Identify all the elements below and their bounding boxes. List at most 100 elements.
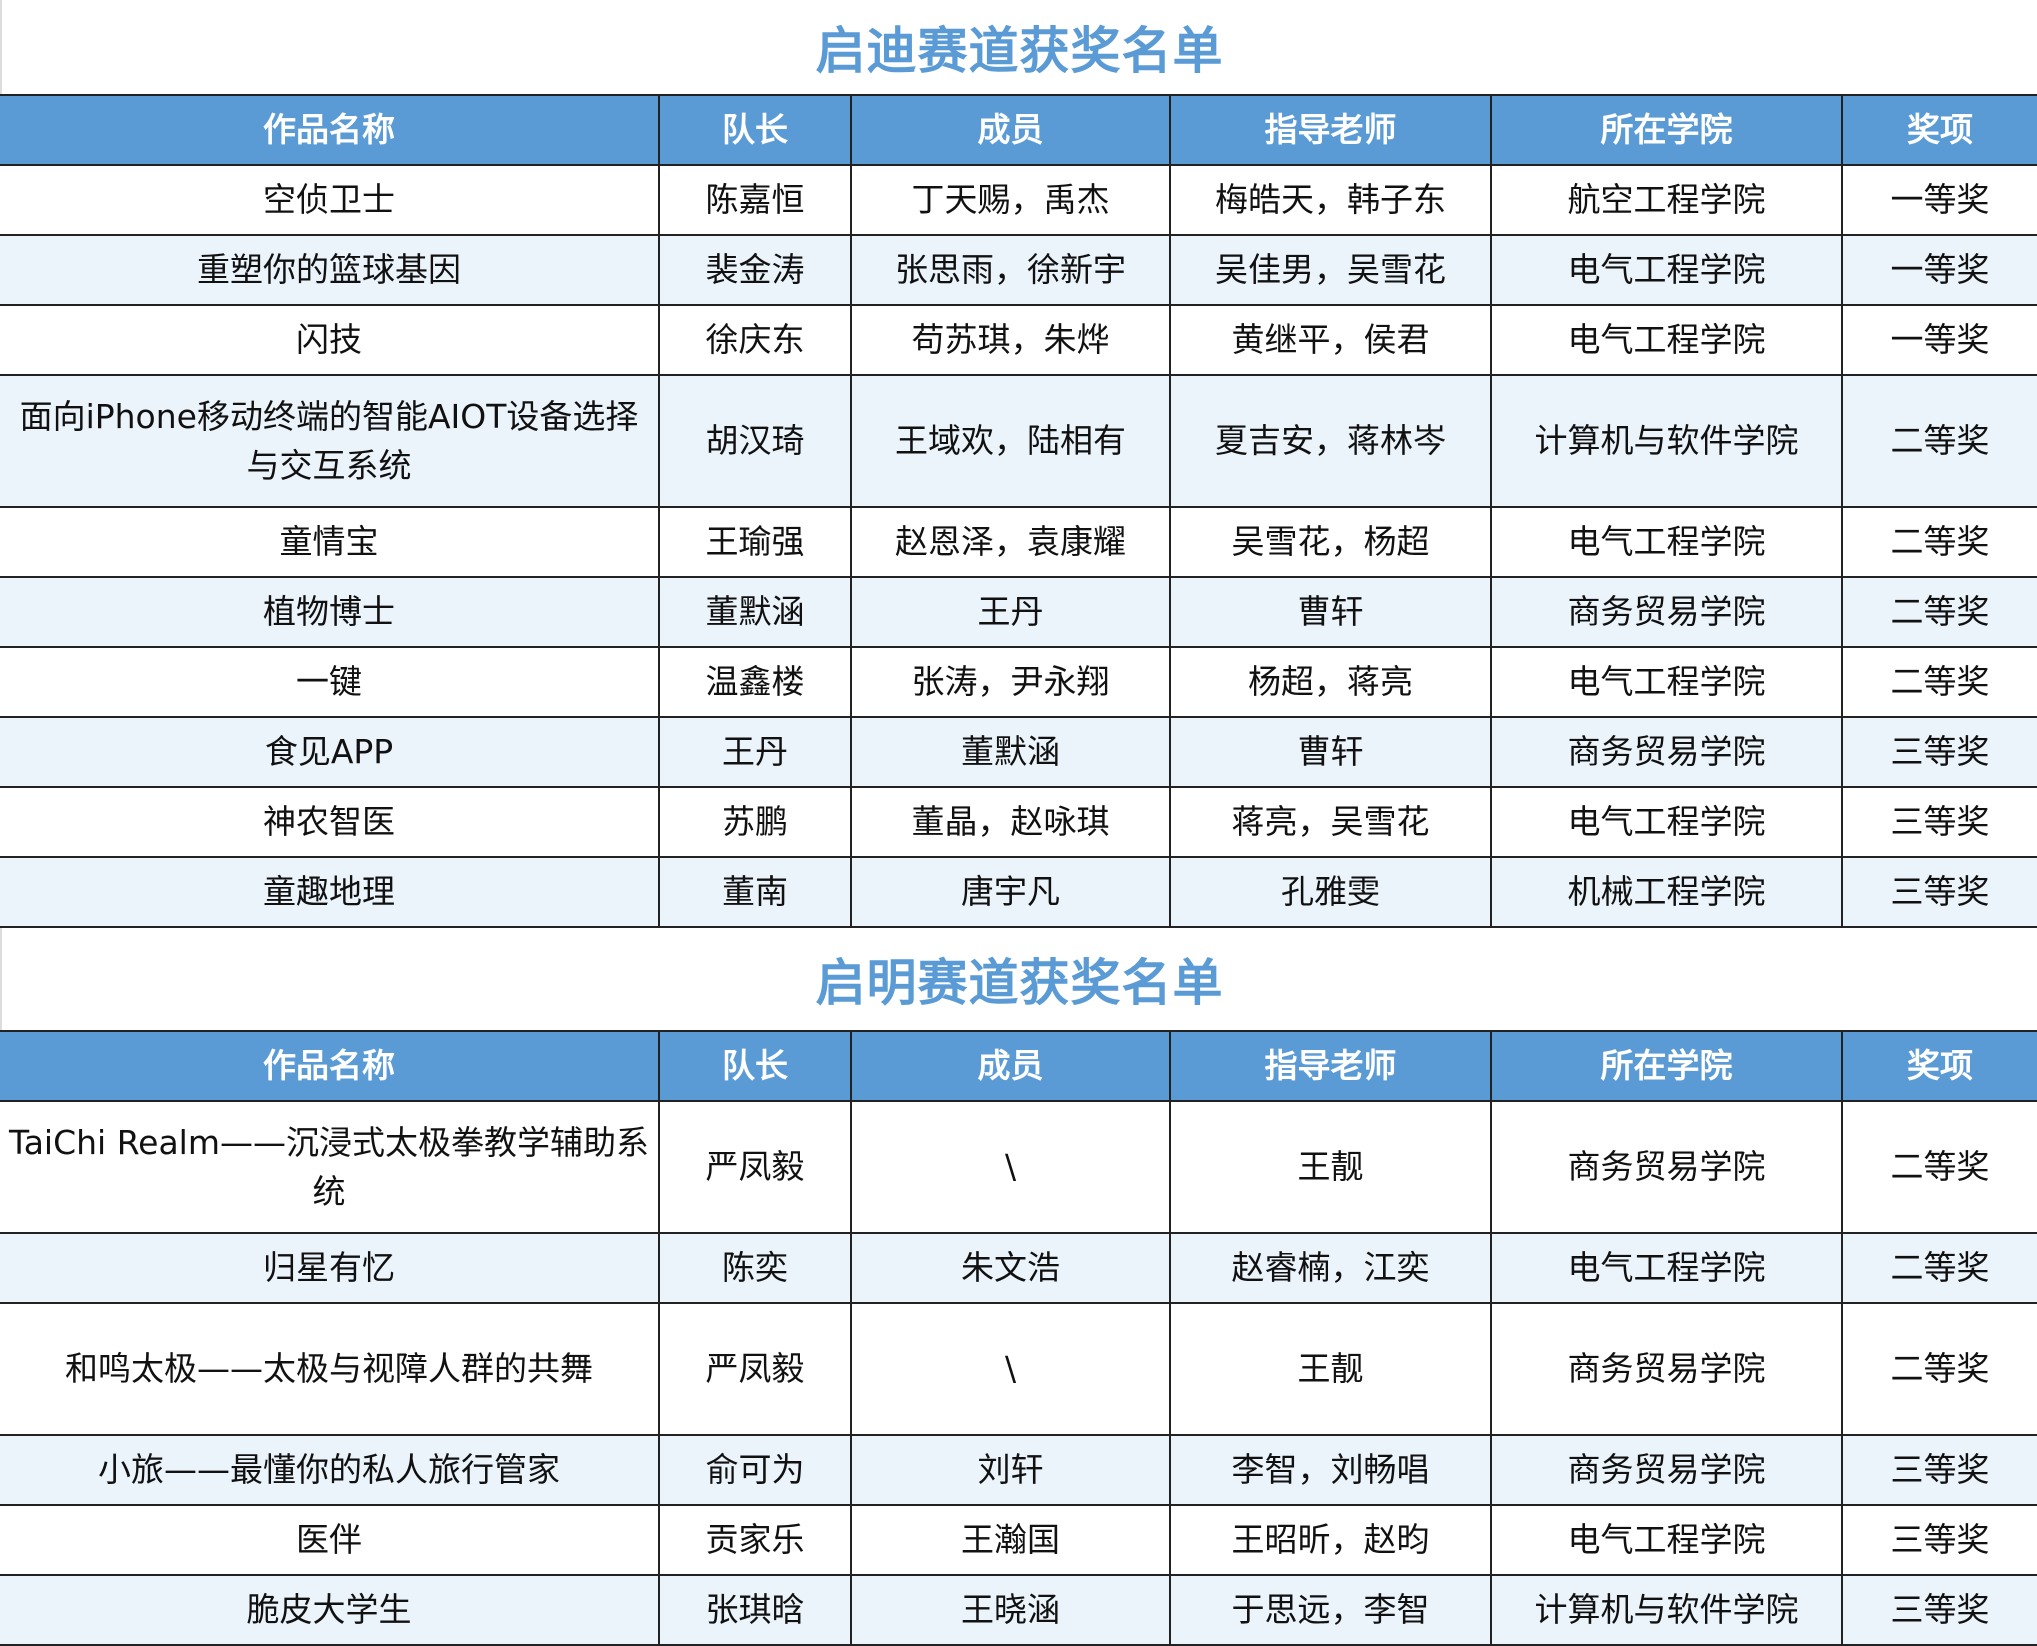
cell-captain: 俞可为	[658, 1434, 852, 1506]
cell-captain: 王丹	[658, 716, 852, 788]
cell-advisor: 吴佳男，吴雪花	[1169, 234, 1492, 306]
cell-members: 唐宇凡	[850, 856, 1171, 928]
table-row: 医伴 贡家乐 王瀚国 王昭昕，赵昀 电气工程学院 三等奖	[0, 1504, 2037, 1576]
cell-advisor: 蒋亮，吴雪花	[1169, 786, 1492, 858]
table-row: 一键 温鑫楼 张涛，尹永翔 杨超，蒋亮 电气工程学院 二等奖	[0, 646, 2037, 718]
cell-project-name: 面向iPhone移动终端的智能AIOT设备选择与交互系统	[0, 374, 660, 508]
cell-project-name: 脆皮大学生	[0, 1574, 660, 1646]
cell-captain: 贡家乐	[658, 1504, 852, 1576]
cell-college: 电气工程学院	[1490, 1232, 1843, 1304]
cell-project-name: 一键	[0, 646, 660, 718]
column-header-college: 所在学院	[1490, 94, 1843, 166]
cell-advisor: 孔雅雯	[1169, 856, 1492, 928]
table-row: 脆皮大学生 张琪晗 王晓涵 于思远，李智 计算机与软件学院 三等奖	[0, 1574, 2037, 1646]
table-row: 神农智医 苏鹏 董晶，赵咏琪 蒋亮，吴雪花 电气工程学院 三等奖	[0, 786, 2037, 858]
cell-members: 丁天赐，禹杰	[850, 164, 1171, 236]
column-header-award: 奖项	[1841, 94, 2037, 166]
cell-award: 三等奖	[1841, 1434, 2037, 1506]
cell-advisor: 夏吉安，蒋林岑	[1169, 374, 1492, 508]
table-row: 植物博士 董默涵 王丹 曹轩 商务贸易学院 二等奖	[0, 576, 2037, 648]
cell-college: 计算机与软件学院	[1490, 374, 1843, 508]
cell-project-name: 空侦卫士	[0, 164, 660, 236]
table-row: 面向iPhone移动终端的智能AIOT设备选择与交互系统 胡汉琦 王域欢，陆相有 夏吉…	[0, 374, 2037, 508]
cell-award: 一等奖	[1841, 234, 2037, 306]
cell-members: 王域欢，陆相有	[850, 374, 1171, 508]
cell-advisor: 于思远，李智	[1169, 1574, 1492, 1646]
cell-college: 商务贸易学院	[1490, 1302, 1843, 1436]
column-header-members: 成员	[850, 94, 1171, 166]
cell-award: 一等奖	[1841, 304, 2037, 376]
cell-members: \	[850, 1302, 1171, 1436]
cell-members: 刘轩	[850, 1434, 1171, 1506]
cell-award: 二等奖	[1841, 576, 2037, 648]
cell-award: 二等奖	[1841, 1100, 2037, 1234]
cell-award: 三等奖	[1841, 1574, 2037, 1646]
cell-project-name: 重塑你的篮球基因	[0, 234, 660, 306]
column-header-captain: 队长	[658, 94, 852, 166]
section-title: 启明赛道获奖名单	[0, 928, 2037, 1030]
cell-college: 电气工程学院	[1490, 304, 1843, 376]
table-row: 和鸣太极——太极与视障人群的共舞 严凤毅 \ 王靓 商务贸易学院 二等奖	[0, 1302, 2037, 1436]
column-header-members: 成员	[850, 1030, 1171, 1102]
cell-project-name: 小旅——最懂你的私人旅行管家	[0, 1434, 660, 1506]
table-row: 空侦卫士 陈嘉恒 丁天赐，禹杰 梅皓天，韩子东 航空工程学院 一等奖	[0, 164, 2037, 236]
cell-award: 二等奖	[1841, 1232, 2037, 1304]
cell-members: \	[850, 1100, 1171, 1234]
cell-award: 二等奖	[1841, 506, 2037, 578]
cell-advisor: 王靓	[1169, 1302, 1492, 1436]
cell-college: 电气工程学院	[1490, 234, 1843, 306]
cell-award: 三等奖	[1841, 786, 2037, 858]
cell-college: 商务贸易学院	[1490, 1434, 1843, 1506]
cell-advisor: 梅皓天，韩子东	[1169, 164, 1492, 236]
cell-project-name: 医伴	[0, 1504, 660, 1576]
cell-captain: 陈奕	[658, 1232, 852, 1304]
cell-award: 一等奖	[1841, 164, 2037, 236]
cell-project-name: 和鸣太极——太极与视障人群的共舞	[0, 1302, 660, 1436]
cell-award: 二等奖	[1841, 1302, 2037, 1436]
cell-award: 二等奖	[1841, 646, 2037, 718]
cell-award: 三等奖	[1841, 1504, 2037, 1576]
column-header-project-name: 作品名称	[0, 94, 660, 166]
cell-members: 朱文浩	[850, 1232, 1171, 1304]
table-row: 童情宝 王瑜强 赵恩泽，袁康耀 吴雪花，杨超 电气工程学院 二等奖	[0, 506, 2037, 578]
table-row: 食见APP 王丹 董默涵 曹轩 商务贸易学院 三等奖	[0, 716, 2037, 788]
cell-captain: 董默涵	[658, 576, 852, 648]
cell-members: 王晓涵	[850, 1574, 1171, 1646]
cell-advisor: 吴雪花，杨超	[1169, 506, 1492, 578]
cell-captain: 徐庆东	[658, 304, 852, 376]
column-header-project-name: 作品名称	[0, 1030, 660, 1102]
cell-captain: 张琪晗	[658, 1574, 852, 1646]
cell-captain: 董南	[658, 856, 852, 928]
column-header-award: 奖项	[1841, 1030, 2037, 1102]
cell-captain: 裴金涛	[658, 234, 852, 306]
column-header-advisor: 指导老师	[1169, 1030, 1492, 1102]
header-row: 作品名称 队长 成员 指导老师 所在学院 奖项	[0, 1030, 2037, 1102]
cell-college: 电气工程学院	[1490, 506, 1843, 578]
cell-members: 苟苏琪，朱烨	[850, 304, 1171, 376]
cell-project-name: 童情宝	[0, 506, 660, 578]
section-title: 启迪赛道获奖名单	[0, 0, 2037, 94]
cell-advisor: 曹轩	[1169, 576, 1492, 648]
cell-college: 计算机与软件学院	[1490, 1574, 1843, 1646]
cell-project-name: 闪技	[0, 304, 660, 376]
column-header-college: 所在学院	[1490, 1030, 1843, 1102]
cell-captain: 胡汉琦	[658, 374, 852, 508]
table-row: TaiChi Realm——沉浸式太极拳教学辅助系统 严凤毅 \ 王靓 商务贸易学院 二等…	[0, 1100, 2037, 1234]
column-header-advisor: 指导老师	[1169, 94, 1492, 166]
cell-members: 张思雨，徐新宇	[850, 234, 1171, 306]
cell-project-name: TaiChi Realm——沉浸式太极拳教学辅助系统	[0, 1100, 660, 1234]
cell-advisor: 赵睿楠，江奕	[1169, 1232, 1492, 1304]
column-header-captain: 队长	[658, 1030, 852, 1102]
cell-project-name: 食见APP	[0, 716, 660, 788]
cell-award: 三等奖	[1841, 716, 2037, 788]
cell-college: 机械工程学院	[1490, 856, 1843, 928]
cell-college: 商务贸易学院	[1490, 716, 1843, 788]
award-table: 作品名称 队长 成员 指导老师 所在学院 奖项 空侦卫士 陈嘉恒 丁天赐，禹杰 梅皓天，韩子东 航空…	[0, 94, 2037, 928]
cell-members: 董默涵	[850, 716, 1171, 788]
cell-award: 二等奖	[1841, 374, 2037, 508]
cell-advisor: 李智，刘畅唱	[1169, 1434, 1492, 1506]
cell-project-name: 归星有忆	[0, 1232, 660, 1304]
cell-college: 航空工程学院	[1490, 164, 1843, 236]
cell-captain: 王瑜强	[658, 506, 852, 578]
